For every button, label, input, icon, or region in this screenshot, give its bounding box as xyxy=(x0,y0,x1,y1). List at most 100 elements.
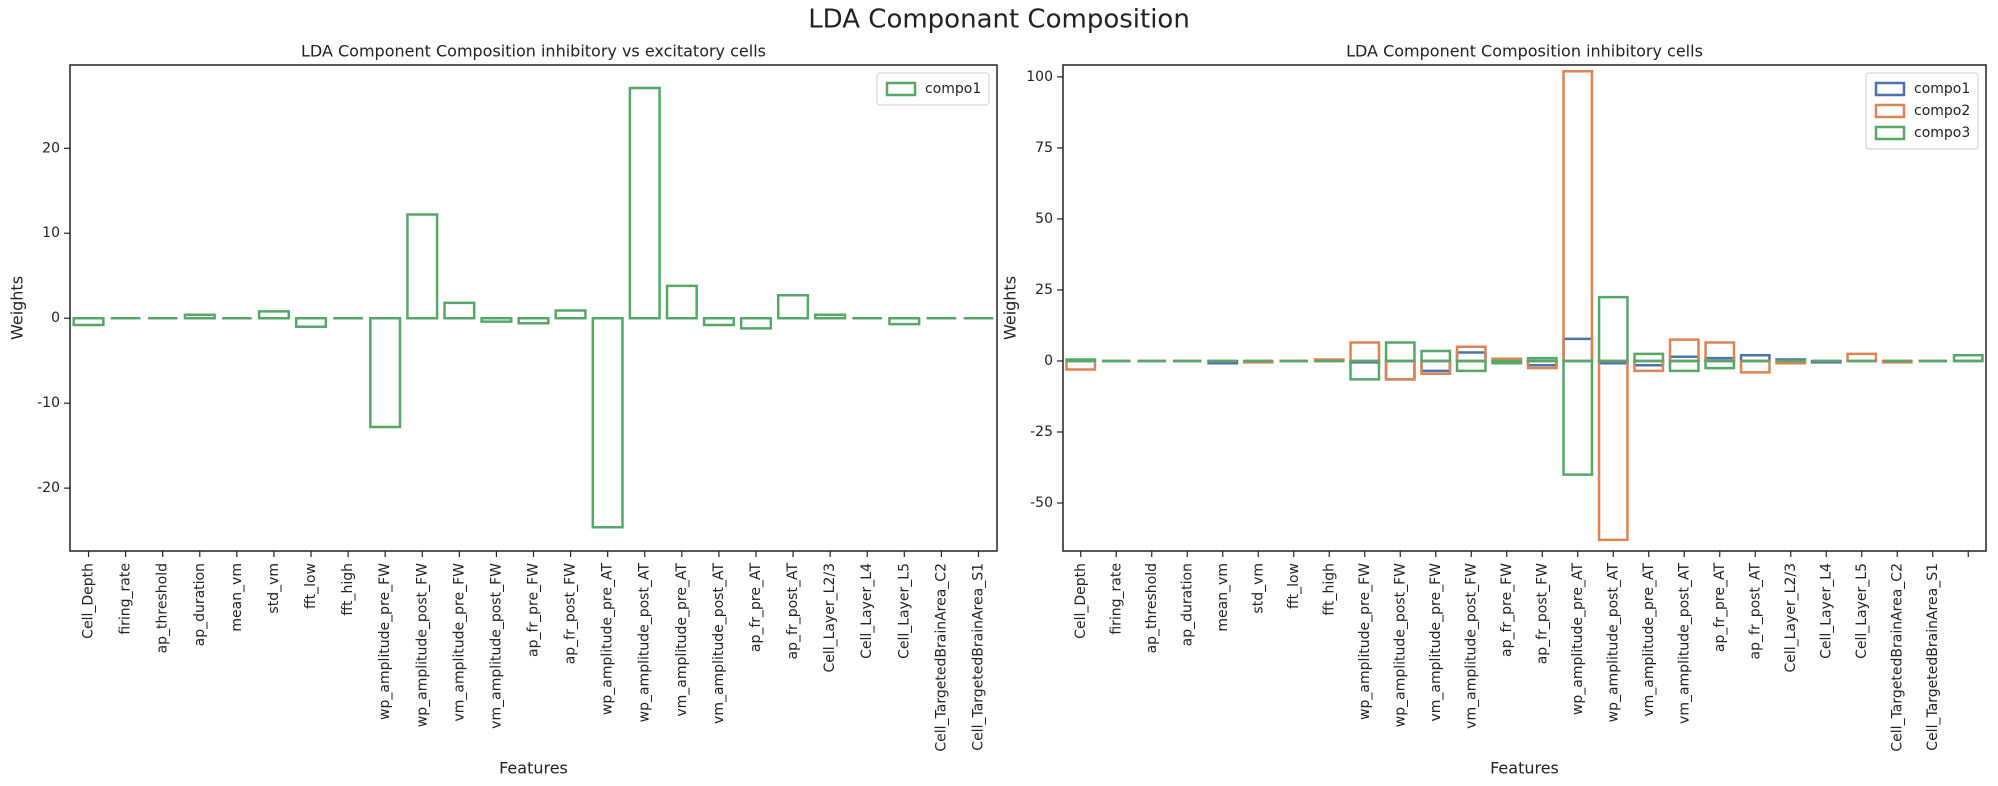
axes-frame xyxy=(69,64,998,552)
x-tick-label: Cell_TargetedBrainArea_C2 xyxy=(1889,563,1905,752)
x-tick-label: Cell_Depth xyxy=(1073,563,1089,639)
bar xyxy=(1633,352,1665,363)
x-tick-label: Cell_Depth xyxy=(81,563,97,639)
y-tick-label: -50 xyxy=(1030,495,1053,511)
x-tick-label: Cell_Layer_L4 xyxy=(1818,563,1834,659)
x-tick-label: ap_fr_pre_AT xyxy=(748,563,764,653)
legend-swatch xyxy=(1874,103,1906,119)
x-tick-label: Cell_Layer_L2/3 xyxy=(822,563,838,673)
x-tick-label: fft_high xyxy=(1321,563,1337,616)
bar xyxy=(72,316,105,327)
bar xyxy=(1704,359,1736,370)
bar xyxy=(1668,359,1700,373)
x-tick-label: fft_low xyxy=(303,563,319,609)
x-tick-label: ap_fr_post_AT xyxy=(785,563,801,660)
bar xyxy=(591,316,624,529)
x-tick-label: vm_amplitude_post_FW xyxy=(1463,563,1479,729)
bar xyxy=(739,316,773,330)
x-tick-label: ap_fr_pre_FW xyxy=(1499,563,1515,657)
bar xyxy=(554,309,587,320)
bar xyxy=(1349,359,1381,381)
y-tick-label: 75 xyxy=(1035,140,1053,156)
x-tick-label: vm_amplitude_pre_AT xyxy=(674,563,690,717)
y-tick-label: 100 xyxy=(1026,69,1053,85)
bar xyxy=(1384,359,1416,381)
x-tick-label: vm_amplitude_post_AT xyxy=(1676,563,1692,724)
x-tick-label: fft_low xyxy=(1286,563,1302,609)
x-tick-label: ap_fr_post_AT xyxy=(1747,563,1763,660)
x-tick-label: wp_amplitude_post_AT xyxy=(1605,563,1621,723)
legend-label: compo3 xyxy=(1914,125,1970,141)
figure-title: LDA Componant Composition xyxy=(808,5,1190,35)
bar xyxy=(1349,341,1381,363)
bar xyxy=(1562,359,1594,476)
legend-box xyxy=(876,72,990,106)
bar xyxy=(1420,359,1452,373)
y-tick-label: -20 xyxy=(37,480,60,496)
y-tick-label: 0 xyxy=(51,310,60,326)
x-tick-label: ap_threshold xyxy=(1144,563,1160,653)
bar xyxy=(1384,359,1416,381)
bar xyxy=(1739,359,1771,374)
x-tick-label: wp_amplitude_post_FW xyxy=(1392,563,1408,727)
legend-swatch xyxy=(1874,125,1906,141)
bar xyxy=(1065,358,1097,363)
x-tick-label: wp_amplitude_pre_AT xyxy=(600,563,616,716)
y-tick-label: 10 xyxy=(42,225,60,241)
x-tick-label: ap_fr_pre_AT xyxy=(1712,563,1728,653)
x-tick-label: Cell_Layer_L5 xyxy=(1854,563,1870,659)
x-tick-label: mean_vm xyxy=(229,563,245,632)
bar xyxy=(1562,337,1594,363)
legend-box xyxy=(1865,72,1979,150)
y-tick-label: 50 xyxy=(1035,211,1053,227)
x-tick-label: wp_amplitude_post_FW xyxy=(414,563,430,727)
bar xyxy=(1065,359,1097,371)
bar xyxy=(517,316,550,325)
bar xyxy=(665,284,698,320)
legend-swatch xyxy=(885,81,917,97)
subplot-title: LDA Component Composition inhibitory vs … xyxy=(301,42,766,61)
y-axis-label: Weights xyxy=(8,276,27,340)
legend-swatch xyxy=(1874,81,1906,97)
bar xyxy=(369,316,402,429)
bar xyxy=(1952,354,1984,363)
y-axis-label: Weights xyxy=(1001,276,1020,340)
legend-label: compo1 xyxy=(1914,81,1970,97)
x-tick-label: vm_amplitude_pre_FW xyxy=(1428,563,1444,722)
bar xyxy=(480,316,513,323)
x-axis-label: Features xyxy=(499,759,568,778)
x-tick-label: wp_amplitude_post_AT xyxy=(637,563,653,723)
bar xyxy=(406,213,439,320)
x-tick-label: vm_amplitude_post_FW xyxy=(488,563,504,729)
bar xyxy=(183,313,216,320)
y-tick-label: 0 xyxy=(1044,353,1053,369)
bar xyxy=(294,316,328,328)
x-tick-label: vm_amplitude_pre_AT xyxy=(1641,563,1657,717)
bar xyxy=(776,294,810,320)
x-tick-label: ap_threshold xyxy=(155,563,171,653)
bar xyxy=(1491,359,1523,365)
bar xyxy=(1384,341,1416,363)
bar xyxy=(888,316,921,326)
bar xyxy=(1562,69,1594,363)
bar xyxy=(1420,349,1452,363)
legend-label: compo2 xyxy=(1914,103,1970,119)
x-tick-label: ap_duration xyxy=(192,563,208,646)
bar xyxy=(1455,351,1487,363)
x-tick-label: Cell_TargetedBrainArea_S1 xyxy=(1925,563,1941,751)
x-tick-label: wp_amplitude_pre_FW xyxy=(1357,563,1373,720)
x-tick-label: mean_vm xyxy=(1215,563,1231,632)
x-tick-label: ap_fr_post_FW xyxy=(1534,563,1550,664)
bar xyxy=(628,86,661,320)
bar xyxy=(1455,345,1487,363)
x-tick-label: firing_rate xyxy=(118,563,134,635)
y-tick-label: 20 xyxy=(42,140,60,156)
bar xyxy=(257,310,291,320)
x-tick-label: Cell_TargetedBrainArea_S1 xyxy=(970,563,986,751)
x-tick-label: Cell_Layer_L5 xyxy=(896,563,912,659)
bar xyxy=(702,316,735,327)
x-axis-label: Features xyxy=(1490,759,1559,778)
x-tick-label: ap_duration xyxy=(1179,563,1195,646)
